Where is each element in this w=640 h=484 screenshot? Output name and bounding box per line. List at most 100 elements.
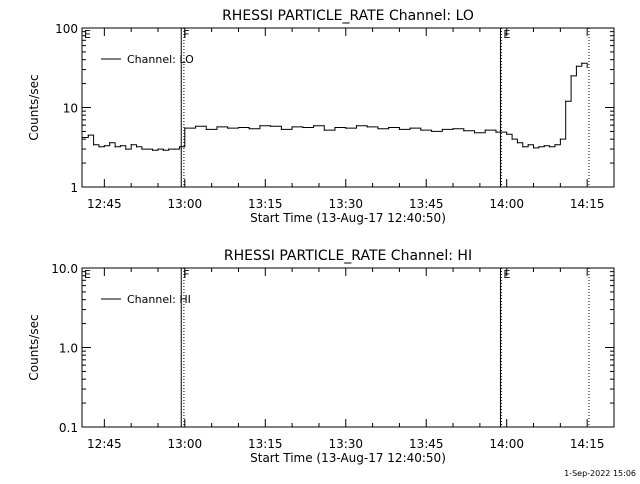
data-point — [194, 125, 197, 127]
event-marker-label: E — [84, 268, 91, 281]
data-point — [162, 149, 164, 151]
data-point — [93, 144, 95, 146]
y-tick-label: 10.0 — [51, 262, 78, 276]
data-point — [173, 148, 175, 150]
x-tick-label: 13:00 — [168, 197, 203, 211]
x-tick-label: 13:15 — [248, 437, 283, 451]
event-marker-label: F — [183, 28, 189, 41]
data-point — [420, 129, 422, 131]
data-point — [98, 146, 100, 148]
data-point — [366, 126, 368, 128]
data-point — [82, 136, 84, 139]
chart-title: RHESSI PARTICLE_RATE Channel: HI — [224, 248, 472, 264]
data-point — [87, 134, 89, 136]
plot-frame — [81, 267, 615, 428]
event-marker-label: E — [503, 28, 510, 41]
data-point — [205, 128, 207, 131]
data-point — [227, 127, 229, 129]
x-tick-label: 13:00 — [168, 437, 203, 451]
x-tick-label: 12:45 — [87, 437, 122, 451]
data-point — [184, 127, 186, 129]
data-point — [409, 127, 411, 129]
data-point — [135, 146, 138, 148]
data-point — [484, 129, 486, 131]
data-point — [103, 145, 105, 147]
event-marker-label: E — [84, 28, 91, 41]
chart-panel-1: RHESSI PARTICLE_RATE Channel: HI Counts/s… — [27, 248, 615, 465]
x-tick-label: 13:15 — [248, 197, 283, 211]
data-point — [586, 66, 588, 68]
data-point — [270, 125, 272, 127]
event-marker-label: F — [183, 268, 189, 281]
data-point — [125, 148, 127, 150]
data-point — [130, 144, 132, 146]
data-point — [527, 144, 529, 146]
data-point — [291, 126, 293, 128]
data-point — [431, 130, 433, 133]
data-point — [543, 145, 545, 147]
data-point — [178, 146, 181, 148]
data-point — [495, 131, 497, 133]
x-axis-label: Start Time (13-Aug-17 12:40:50) — [250, 451, 446, 465]
chart-title: RHESSI PARTICLE_RATE Channel: LO — [222, 8, 474, 24]
data-point — [345, 127, 347, 129]
data-point — [377, 128, 379, 130]
data-point — [473, 132, 476, 134]
data-point — [388, 126, 390, 129]
data-point — [152, 149, 154, 151]
y-tick-label: 10 — [63, 102, 78, 116]
data-point — [441, 128, 443, 131]
data-point — [511, 138, 513, 140]
x-tick-label: 12:45 — [87, 197, 122, 211]
data-point — [516, 142, 519, 144]
y-tick-label: 100 — [55, 22, 78, 36]
data-point — [302, 126, 304, 129]
data-point — [119, 145, 122, 147]
data-point — [216, 126, 218, 128]
legend-label: Channel: LO — [127, 53, 194, 66]
data-point — [581, 62, 583, 64]
plot-frame — [81, 27, 615, 188]
x-tick-label: 14:00 — [489, 437, 524, 451]
data-point — [237, 126, 240, 129]
data-point — [334, 126, 336, 129]
data-point — [259, 125, 261, 127]
chart-panel-0: RHESSI PARTICLE_RATE Channel: LO Counts/s… — [27, 8, 615, 225]
y-axis-label: Counts/sec — [27, 314, 41, 380]
x-tick-label: 13:30 — [328, 197, 363, 211]
data-point — [146, 148, 148, 150]
data-point — [554, 144, 556, 146]
data-point — [141, 148, 143, 150]
y-tick-label: 1 — [70, 181, 78, 195]
x-tick-label: 13:30 — [328, 437, 363, 451]
x-tick-label: 14:15 — [570, 197, 605, 211]
data-point — [463, 130, 465, 132]
data-point — [168, 148, 170, 150]
x-tick-label: 14:15 — [570, 437, 605, 451]
data-point — [109, 142, 111, 144]
data-point — [559, 138, 561, 140]
data-point — [522, 146, 524, 148]
data-point — [538, 146, 540, 148]
generation-timestamp: 1-Sep-2022 15:06 — [564, 469, 636, 478]
x-tick-label: 13:45 — [409, 197, 444, 211]
x-tick-label: 14:00 — [489, 197, 524, 211]
data-point — [323, 129, 325, 131]
x-tick-label: 13:45 — [409, 437, 444, 451]
data-point — [157, 148, 159, 150]
data-point — [248, 128, 250, 130]
x-axis-label: Start Time (13-Aug-17 12:40:50) — [250, 211, 446, 225]
data-point — [114, 146, 116, 148]
event-marker-label: E — [503, 268, 510, 281]
data-point — [452, 128, 454, 130]
y-axis-label: Counts/sec — [27, 74, 41, 140]
series-line-lo — [82, 62, 588, 151]
data-point — [549, 146, 551, 148]
y-tick-label: 0.1 — [59, 421, 78, 435]
data-point — [532, 147, 535, 149]
y-tick-label: 1.0 — [59, 342, 78, 356]
data-point — [506, 133, 508, 135]
data-point — [570, 75, 572, 77]
